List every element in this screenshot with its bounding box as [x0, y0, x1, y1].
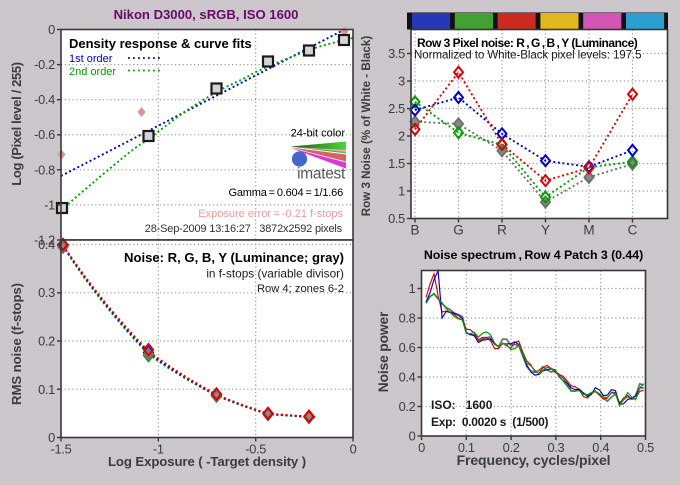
svg-text:Exp: 0.0020 s (1/500): Exp: 0.0020 s (1/500) [431, 415, 548, 429]
svg-text:0: 0 [48, 430, 55, 445]
svg-text:1st order: 1st order [69, 53, 113, 65]
svg-text:Noise: R, G, B, Y (Luminance;: Noise: R, G, B, Y (Luminance; gray) [124, 250, 344, 265]
svg-text:24-bit color: 24-bit color [291, 128, 346, 140]
svg-text:Log (Pixel level / 255): Log (Pixel level / 255) [9, 62, 24, 185]
svg-text:0.3: 0.3 [38, 285, 55, 300]
svg-text:0: 0 [48, 22, 55, 37]
svg-text:1: 1 [398, 184, 405, 199]
svg-text:B: B [410, 223, 419, 238]
svg-text:2.5: 2.5 [388, 101, 405, 116]
svg-text:Frequency, cycles/pixel: Frequency, cycles/pixel [457, 452, 611, 468]
svg-text:in f-stops (variable divisor): in f-stops (variable divisor) [206, 267, 344, 281]
svg-text:0.4: 0.4 [399, 370, 416, 385]
svg-text:0.5: 0.5 [388, 211, 405, 226]
svg-text:imatest: imatest [297, 166, 346, 183]
svg-text:-0.5: -0.5 [245, 442, 266, 457]
svg-text:2: 2 [398, 129, 405, 144]
svg-text:Row 3 Pixel noise: R , G , B ,: Row 3 Pixel noise: R , G , B , Y (Lumina… [417, 36, 638, 50]
svg-text:0.1: 0.1 [38, 382, 55, 397]
svg-text:0.2: 0.2 [399, 399, 416, 414]
svg-text:RMS noise (f-stops): RMS noise (f-stops) [9, 283, 24, 405]
svg-text:C: C [628, 223, 638, 238]
svg-text:3: 3 [398, 74, 405, 89]
svg-text:1.5: 1.5 [388, 156, 405, 171]
svg-text:0.8: 0.8 [399, 311, 416, 326]
svg-text:0.5: 0.5 [637, 440, 654, 455]
svg-text:G: G [453, 223, 464, 238]
svg-text:0.2: 0.2 [38, 334, 55, 349]
svg-text:ISO: 1600: ISO: 1600 [431, 398, 493, 412]
svg-text:0: 0 [409, 429, 416, 444]
svg-text:0.4: 0.4 [592, 440, 609, 455]
svg-text:Normalized to White-Black pixe: Normalized to White-Black pixel levels: … [414, 49, 641, 62]
svg-text:0.3: 0.3 [547, 440, 564, 455]
svg-text:0.2: 0.2 [503, 440, 520, 455]
svg-text:M: M [583, 223, 594, 238]
svg-text:Nikon D3000, sRGB, ISO 1600: Nikon D3000, sRGB, ISO 1600 [114, 7, 299, 22]
svg-text:Gamma = 0.604 = 1/1.66: Gamma = 0.604 = 1/1.66 [229, 187, 344, 199]
svg-text:28-Sep-2009 13:16:27 3872x25: 28-Sep-2009 13:16:27 3872x2592 pixels [145, 223, 343, 235]
svg-text:-1.5: -1.5 [51, 442, 72, 457]
svg-text:1: 1 [409, 281, 416, 296]
svg-text:3.5: 3.5 [388, 46, 405, 61]
svg-text:Row 4; zones 6-2: Row 4; zones 6-2 [257, 283, 344, 295]
svg-text:Row 3 Noise (% of White - Blac: Row 3 Noise (% of White - Black) [360, 36, 373, 217]
svg-text:0: 0 [350, 442, 357, 457]
svg-text:-0.8: -0.8 [34, 162, 55, 177]
svg-text:Y: Y [541, 223, 550, 238]
svg-text:0.1: 0.1 [458, 440, 475, 455]
svg-text:-1: -1 [153, 442, 164, 457]
svg-text:-0.4: -0.4 [34, 92, 55, 107]
svg-text:-0.2: -0.2 [34, 57, 55, 72]
svg-text:0.6: 0.6 [399, 340, 416, 355]
svg-text:0: 0 [418, 440, 425, 455]
svg-text:-1.2: -1.2 [34, 233, 55, 248]
svg-text:2nd order: 2nd order [69, 66, 116, 78]
svg-text:0.4: 0.4 [38, 237, 55, 252]
svg-text:Exposure error = -0.21 f-stops: Exposure error = -0.21 f-stops [198, 208, 343, 220]
svg-text:Noise spectrum , Row 4 Patch 3: Noise spectrum , Row 4 Patch 3 (0.44) [424, 248, 643, 262]
svg-text:Density response & curve fits: Density response & curve fits [69, 36, 252, 51]
svg-text:-1: -1 [44, 197, 55, 212]
svg-text:R: R [497, 223, 507, 238]
svg-text:-0.6: -0.6 [34, 127, 55, 142]
svg-text:Log Exposure ( -Target density: Log Exposure ( -Target density ) [108, 454, 306, 469]
svg-text:Noise power: Noise power [376, 311, 391, 392]
